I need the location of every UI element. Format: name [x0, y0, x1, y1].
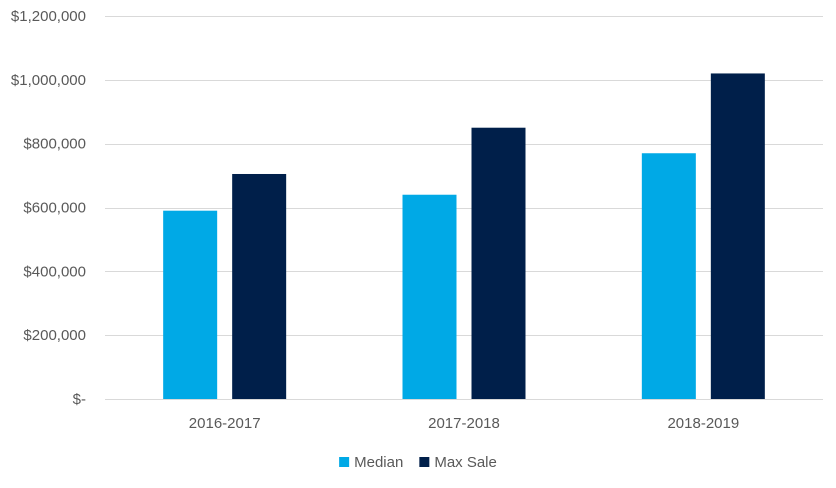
y-tick-label: $400,000 — [23, 263, 86, 280]
x-axis-tick-labels: 2016-2017 2017-2018 2018-2019 — [189, 415, 739, 432]
bars — [163, 73, 765, 399]
bar-median — [163, 210, 218, 399]
y-tick-label: $800,000 — [23, 136, 86, 153]
x-tick-label: 2017-2018 — [428, 415, 500, 432]
bar-median — [402, 194, 457, 399]
y-tick-label: $- — [73, 391, 86, 408]
x-tick-label: 2016-2017 — [189, 415, 261, 432]
y-tick-label: $1,200,000 — [11, 8, 86, 25]
bar-max-sale — [710, 73, 765, 399]
bar-max-sale — [471, 127, 526, 399]
x-tick-label: 2018-2019 — [667, 415, 739, 432]
legend-label-median: Median — [354, 454, 403, 471]
legend-swatch-max-sale — [419, 457, 430, 467]
legend: Median Max Sale — [339, 454, 497, 471]
y-axis-tick-labels: $- $200,000 $400,000 $600,000 $800,000 $1,000… — [11, 8, 86, 408]
y-tick-label: $1,000,000 — [11, 72, 86, 89]
gridlines — [105, 16, 823, 400]
legend-label-max-sale: Max Sale — [434, 454, 497, 471]
y-tick-label: $600,000 — [23, 200, 86, 217]
y-tick-label: $200,000 — [23, 327, 86, 344]
bar-max-sale — [232, 173, 287, 399]
bar-median — [641, 153, 696, 399]
legend-swatch-median — [339, 457, 350, 467]
